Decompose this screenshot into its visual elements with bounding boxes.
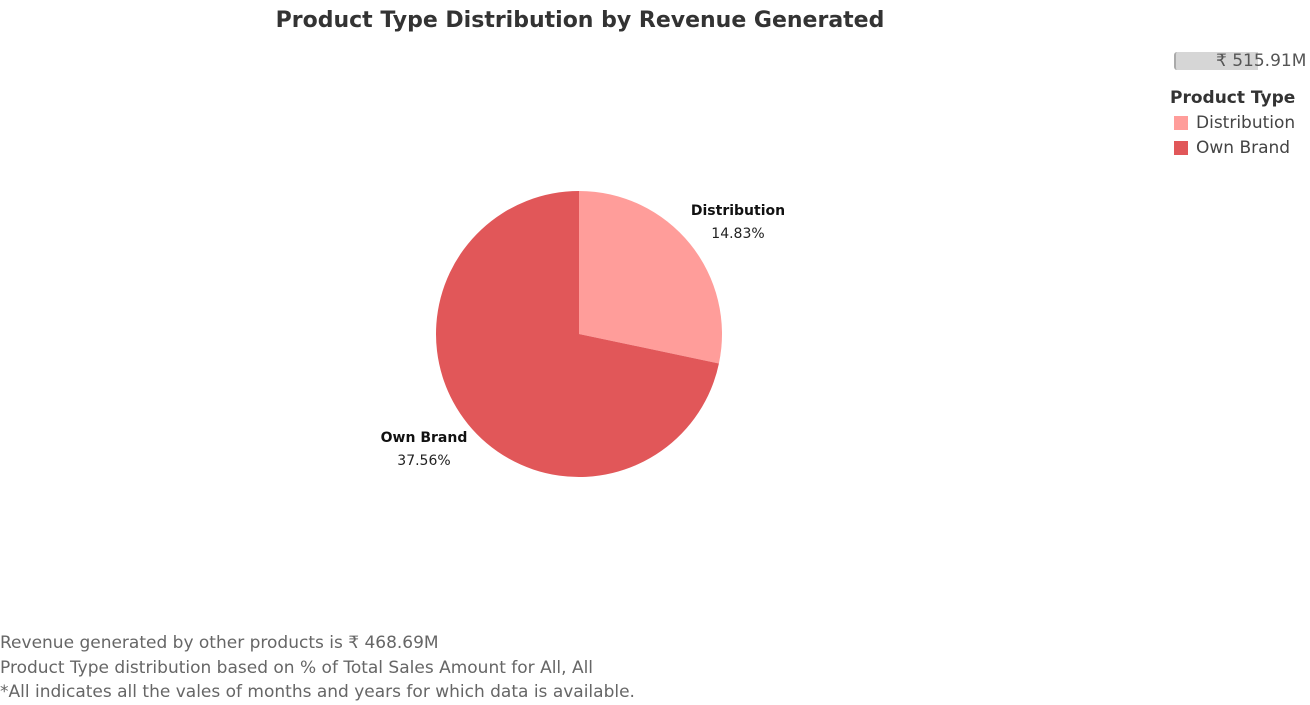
legend[interactable]: Product Type Distribution Own Brand	[1170, 88, 1310, 160]
size-legend-value: ₹ 515.91M	[1216, 51, 1307, 71]
footnotes: Revenue generated by other products is ₹…	[0, 631, 635, 705]
legend-swatch-distribution	[1174, 115, 1188, 130]
slice-label-distribution-name: Distribution	[691, 203, 785, 219]
legend-title: Product Type	[1170, 88, 1296, 108]
pie-slice-own-brand[interactable]	[436, 191, 719, 477]
legend-item-own-brand[interactable]: Own Brand	[1170, 135, 1310, 160]
size-legend-bar	[1174, 52, 1258, 70]
size-legend: ₹ 515.91M	[1174, 50, 1308, 72]
pie-chart: Distribution 14.83% Own Brand 37.56%	[381, 191, 785, 477]
legend-label-distribution: Distribution	[1196, 112, 1296, 133]
legend-item-distribution[interactable]: Distribution	[1170, 110, 1310, 135]
legend-label-own-brand: Own Brand	[1196, 137, 1291, 158]
footnote-other-revenue: Revenue generated by other products is ₹…	[0, 633, 439, 653]
legend-swatch-own-brand	[1174, 140, 1188, 155]
slice-label-own-brand-value: 37.56%	[397, 453, 450, 469]
pie-slice-distribution[interactable]	[579, 191, 722, 364]
footnote-distribution-basis: Product Type distribution based on % of …	[0, 657, 594, 678]
chart-title: Product Type Distribution by Revenue Gen…	[275, 8, 885, 33]
slice-label-own-brand-name: Own Brand	[381, 430, 468, 446]
slice-label-distribution-value: 14.83%	[711, 226, 764, 242]
footnote-all-definition: *All indicates all the vales of months a…	[0, 682, 635, 702]
